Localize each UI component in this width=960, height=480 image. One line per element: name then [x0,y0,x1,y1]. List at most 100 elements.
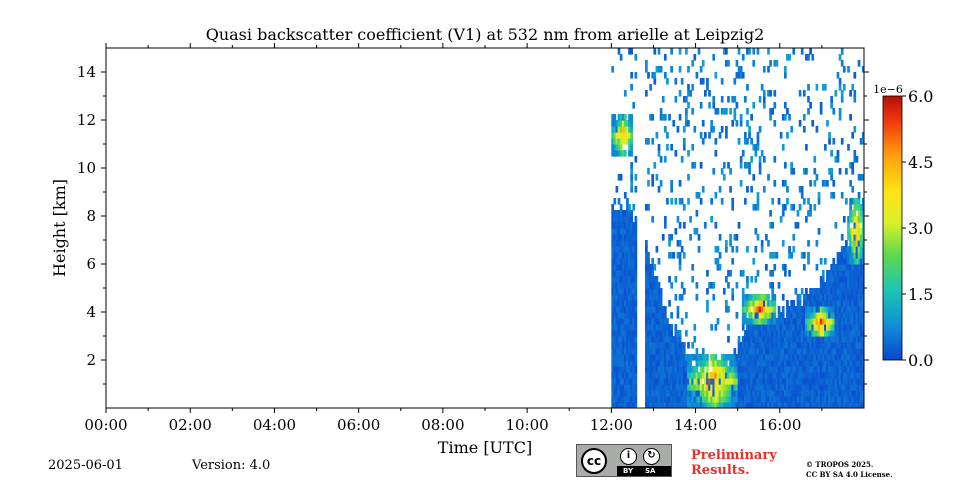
heat-cell [857,402,861,408]
heat-cell [651,372,655,379]
heat-cell [794,372,798,379]
heat-cell [752,336,756,343]
heat-cell [615,210,619,217]
heat-cell [628,234,631,241]
heat-cell [857,366,861,373]
heat-cell [743,318,747,325]
heat-cell [645,66,648,73]
heat-cell [672,378,676,385]
heat-cell [794,384,798,391]
x-tick-label: 10:00 [505,416,548,434]
heat-cell [781,312,785,319]
heat-cell [682,204,686,211]
heat-cell [771,390,775,397]
heat-cell [632,366,636,373]
heat-cell [781,390,785,397]
heat-cell [630,282,633,289]
heat-cell [845,312,848,319]
heat-cell [657,360,661,367]
heat-cell [731,198,735,205]
heat-cell [847,282,850,289]
heat-cell [647,360,650,367]
heat-cell [666,144,669,151]
heat-cell [670,252,673,259]
heat-cell [796,306,800,313]
heat-cell [842,318,846,325]
heat-cell [621,270,625,277]
heat-cell [800,348,804,355]
heat-cell [632,342,636,349]
heat-cell [678,48,682,55]
heat-cell [754,246,758,253]
heat-cell [661,390,665,397]
heat-cell [725,354,728,361]
heat-cell [809,372,812,379]
heat-cell [621,240,625,247]
heat-cell [651,174,655,181]
heat-cell [800,354,804,361]
heat-cell [830,264,834,271]
heat-cell [836,288,840,295]
heat-cell [790,318,794,325]
heat-cell [739,372,743,379]
heat-cell [628,222,631,229]
heat-cell [720,96,724,103]
heat-cell [826,402,829,408]
heat-cell [849,348,852,355]
heat-cell [655,306,659,313]
heat-cell [626,312,629,319]
heat-cell [697,234,701,241]
heat-cell [746,108,749,115]
heat-cell [613,366,617,373]
heat-cell [617,342,621,349]
heat-cell [718,390,722,397]
heat-cell [653,264,657,271]
heat-cell [832,138,836,145]
heat-cell [758,372,762,379]
heat-cell [807,348,810,355]
heat-cell [680,366,684,373]
heat-cell [836,402,840,408]
heat-cell [699,390,703,397]
heat-cell [701,120,705,127]
heat-cell [674,96,678,103]
heat-cell [851,294,855,301]
heat-cell [737,138,741,145]
heat-cell [645,204,648,211]
heat-cell [842,258,846,265]
heat-cell [632,294,636,301]
heat-cell [722,354,726,361]
heat-cell [798,204,802,211]
heat-cell [737,402,741,408]
heat-cell [630,84,633,91]
heat-cell [777,402,781,408]
heat-cell [838,114,842,121]
heat-cell [800,342,804,349]
heat-cell [756,306,760,313]
heat-cell [752,342,756,349]
heat-cell [819,390,823,397]
heat-cell [857,300,861,307]
heat-cell [826,318,829,325]
heat-cell [647,384,650,391]
heat-cell [722,378,726,385]
heat-cell [813,396,817,403]
heat-cell [611,372,615,379]
heat-cell [626,252,629,259]
heat-cell [733,78,737,85]
heat-cell [668,336,671,343]
heat-cell [619,174,623,181]
heat-cell [788,378,791,385]
heat-cell [836,390,840,397]
heat-cell [781,114,785,121]
heat-cell [628,132,631,139]
heat-cell [857,210,861,217]
heat-cell [701,384,705,391]
heat-cell [771,360,775,367]
heat-cell [676,372,680,379]
heat-cell [746,402,749,408]
heat-cell [813,330,817,337]
heat-cell [855,312,859,319]
heat-cell [630,360,633,367]
heat-cell [670,144,673,151]
